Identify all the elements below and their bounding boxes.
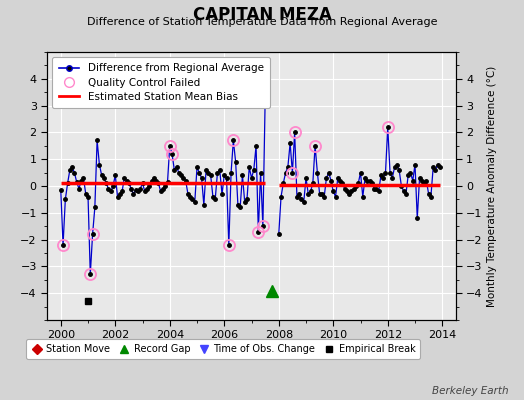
Text: Berkeley Earth: Berkeley Earth bbox=[432, 386, 508, 396]
Y-axis label: Monthly Temperature Anomaly Difference (°C): Monthly Temperature Anomaly Difference (… bbox=[487, 65, 497, 307]
Text: CAPITAN MEZA: CAPITAN MEZA bbox=[192, 6, 332, 24]
Legend: Station Move, Record Gap, Time of Obs. Change, Empirical Break: Station Move, Record Gap, Time of Obs. C… bbox=[26, 340, 420, 359]
Text: Difference of Station Temperature Data from Regional Average: Difference of Station Temperature Data f… bbox=[87, 17, 437, 27]
Legend: Difference from Regional Average, Quality Control Failed, Estimated Station Mean: Difference from Regional Average, Qualit… bbox=[52, 57, 270, 108]
